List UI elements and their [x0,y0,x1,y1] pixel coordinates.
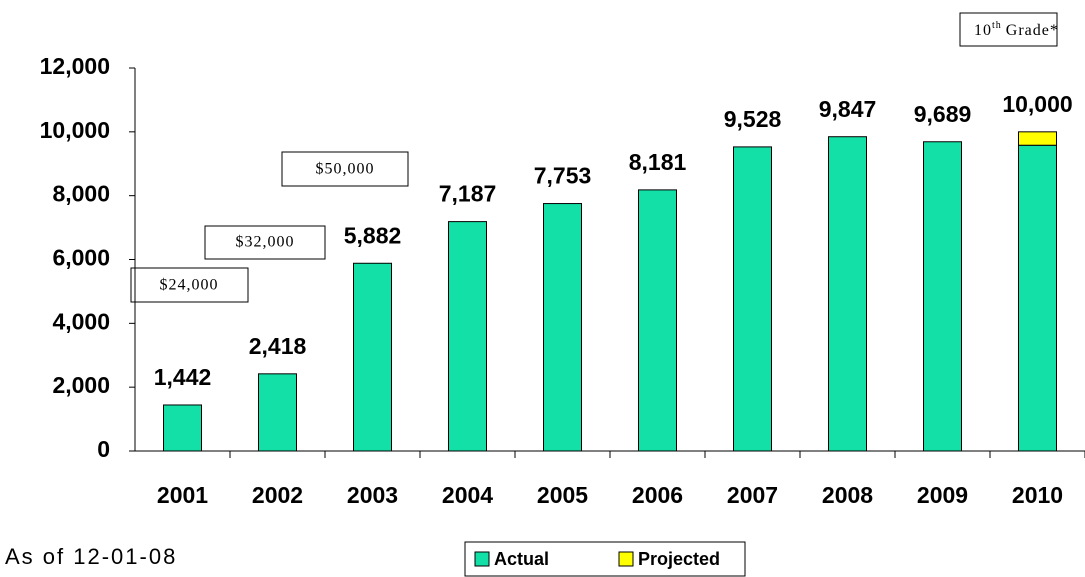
x-tick-label: 2009 [917,482,968,508]
y-tick-label: 12,000 [40,53,110,79]
x-tick-label: 2003 [347,482,398,508]
x-tick-label: 2010 [1012,482,1063,508]
y-tick-label: 10,000 [40,117,110,143]
bar [1018,131,1057,146]
data-label: 1,442 [154,364,212,390]
bar [828,136,867,452]
y-tick-label: 2,000 [52,372,110,398]
bar [353,262,392,452]
grade-text: Grade* [1006,22,1059,39]
legend-swatch [618,551,634,567]
grade-label: 10th Grade* [974,20,1059,38]
data-label: 5,882 [344,222,402,248]
y-tick-label: 8,000 [52,181,110,207]
bar [1018,144,1057,452]
data-label: 9,847 [819,96,877,122]
grade-number: 10 [974,22,992,39]
y-tick-label: 6,000 [52,245,110,271]
legend-box [464,541,746,577]
annotation: $24,000 [160,277,219,294]
data-label: 9,528 [724,106,782,132]
bar [258,373,297,452]
bar [923,141,962,452]
x-tick-label: 2001 [157,482,208,508]
grade-sup: th [992,20,1002,31]
grade-box [959,12,1058,47]
x-tick-label: 2004 [442,482,493,508]
y-tick-label: 4,000 [52,308,110,334]
data-label: 10,000 [1002,91,1072,117]
y-tick-label: 0 [97,436,110,462]
legend-swatch [474,551,490,567]
annotation-box [130,267,249,303]
annotation-box [281,151,409,187]
annotation: $50,000 [316,161,375,178]
data-label: 2,418 [249,333,307,359]
bar [163,404,202,452]
annotation: $32,000 [236,234,295,251]
x-tick-label: 2007 [727,482,778,508]
x-tick-label: 2002 [252,482,303,508]
data-label: 7,187 [439,181,497,207]
bar [733,146,772,452]
bar [448,221,487,452]
bar [543,203,582,452]
x-tick-label: 2008 [822,482,873,508]
data-label: 9,689 [914,101,972,127]
legend-label: Actual [494,549,549,569]
bar [638,189,677,452]
data-label: 8,181 [629,149,687,175]
footnote: As of 12-01-08 [5,544,177,569]
x-tick-label: 2005 [537,482,588,508]
x-tick-label: 2006 [632,482,683,508]
legend-label: Projected [638,549,720,569]
annotation-box [204,225,326,260]
data-label: 7,753 [534,163,592,189]
